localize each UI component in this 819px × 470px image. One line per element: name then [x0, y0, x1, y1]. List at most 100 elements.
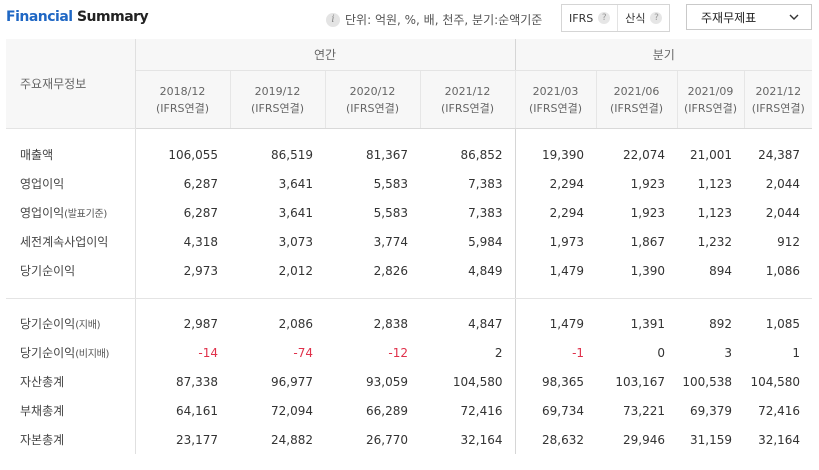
value-cell: 19,390 — [514, 140, 597, 169]
value-cell: 2,012 — [278, 263, 313, 278]
value-cell: 72,094 — [271, 403, 313, 418]
value-cell: 1,391 — [630, 316, 666, 331]
question-icon[interactable]: ? — [598, 12, 611, 24]
spacer-cell — [325, 129, 420, 141]
spacer-cell — [744, 285, 813, 299]
ifrs-button[interactable]: IFRS ? — [562, 5, 617, 31]
financial-summary-table: 주요재무정보 연간 분기 2018/12 (IFRS연결) 2019/12 (IFR… — [6, 39, 813, 454]
statement-type-value: 주재무제표 — [701, 10, 757, 25]
value-cell: 1,085 — [765, 316, 801, 331]
value-cell: 24,387 — [758, 147, 801, 162]
table-row: 세전계속사업이익 4,318 3,073 3,774 5,984 1,973 1,867 1,… — [6, 227, 812, 256]
table-row: 당기순이익(비지배) -14 -74 -12 2 -1 0 3 1 — [6, 338, 812, 367]
question-icon[interactable]: ? — [650, 12, 663, 24]
value-cell: 892 — [709, 316, 733, 331]
value-cell: 32,164 — [460, 432, 503, 447]
table-row: 부채총계 64,161 72,094 66,289 72,416 69,734 73,221… — [6, 396, 812, 425]
row-label: 당기순이익(지배) — [6, 309, 136, 338]
spacer-cell — [596, 129, 677, 141]
row-spacer — [6, 285, 813, 299]
header-period-row: 2018/12 (IFRS연결) 2019/12 (IFRS연결) 2020/12 (… — [6, 70, 813, 129]
title-part2: Summary — [76, 9, 149, 25]
row-label-main: 영업이익 — [20, 177, 65, 191]
row-spacer — [6, 128, 812, 141]
group-quarterly: 분기 — [514, 39, 813, 71]
row-spacer — [6, 298, 812, 310]
value-cell: 32,164 — [758, 432, 801, 447]
value-cell: 69,734 — [514, 396, 597, 425]
value-cell: 2,838 — [373, 316, 408, 331]
column-basis: (IFRS연결) — [155, 101, 210, 115]
spacer-cell — [6, 128, 136, 140]
value-cell: 3,073 — [278, 234, 313, 249]
value-cell: 31,159 — [690, 432, 733, 447]
section-title: Financial Summary — [6, 9, 149, 25]
column-basis: (IFRS연결) — [751, 101, 805, 115]
value-cell: 103,167 — [615, 374, 666, 389]
column-basis: (IFRS연결) — [684, 101, 738, 115]
row-label-main: 영업이익 — [20, 206, 65, 220]
row-label-sub: (발표기준) — [64, 209, 107, 220]
spacer-cell — [135, 285, 230, 299]
spacer-cell — [420, 299, 515, 310]
value-cell: 3,641 — [278, 176, 313, 191]
row-label: 부채총계 — [6, 396, 136, 425]
column-basis: (IFRS연결) — [610, 101, 664, 115]
formula-button[interactable]: 산식 ? — [617, 5, 669, 31]
column-period: 2021/09 — [687, 84, 734, 98]
value-cell: 5,583 — [373, 176, 408, 191]
row-label: 당기순이익 — [6, 256, 136, 285]
value-cell: 104,580 — [750, 374, 801, 389]
column-header: 2020/12 (IFRS연결) — [325, 70, 421, 129]
spacer-cell — [420, 285, 516, 299]
spacer-cell — [514, 298, 597, 309]
row-label: 영업이익(발표기준) — [6, 198, 136, 227]
table-row: 자본총계 23,177 24,882 26,770 32,164 28,632 29,946… — [6, 425, 812, 454]
row-label-main: 당기순이익 — [20, 264, 76, 278]
spacer-cell — [744, 129, 812, 141]
spacer-cell — [744, 299, 812, 310]
value-cell: 1,123 — [697, 176, 733, 191]
value-cell: 22,074 — [623, 147, 666, 162]
spacer-cell — [230, 285, 325, 299]
value-cell: 2,294 — [514, 198, 597, 227]
column-period: 2021/03 — [532, 84, 579, 98]
row-label-sub: (지배) — [75, 320, 101, 331]
spacer-cell — [677, 129, 744, 141]
column-period: 2018/12 — [159, 84, 206, 98]
info-icon[interactable]: i — [326, 12, 340, 27]
unit-info: i 단위: 억원, %, 배, 천주, 분기:순액기준 — [326, 11, 542, 28]
column-period: 2021/06 — [613, 84, 660, 98]
value-cell: 26,770 — [366, 432, 408, 447]
value-cell: 72,416 — [460, 403, 503, 418]
spacer-cell — [596, 299, 677, 310]
value-cell: 894 — [709, 263, 733, 278]
value-cell: 2,987 — [183, 316, 218, 331]
value-cell: 2,044 — [765, 205, 801, 220]
spacer-cell — [325, 299, 420, 310]
chevron-down-icon — [789, 14, 799, 20]
row-label-main: 자본총계 — [20, 433, 65, 447]
basis-button-group: IFRS ? 산식 ? — [561, 4, 671, 32]
value-cell: 104,580 — [452, 374, 503, 389]
value-cell: 5,984 — [468, 234, 503, 249]
spacer-cell — [6, 285, 136, 299]
value-cell: 1 — [792, 345, 801, 360]
column-period: 2020/12 — [349, 84, 396, 98]
spacer-cell — [596, 285, 678, 299]
table-row: 매출액 106,055 86,519 81,367 86,852 19,390 22,074… — [6, 140, 812, 169]
value-cell: 3,641 — [278, 205, 313, 220]
value-cell: 4,847 — [468, 316, 503, 331]
column-basis: (IFRS연결) — [529, 101, 583, 115]
value-cell: 66,289 — [366, 403, 408, 418]
statement-type-select[interactable]: 주재무제표 — [686, 4, 812, 30]
row-label-main: 부채총계 — [20, 404, 65, 418]
table-row: 자산총계 87,338 96,977 93,059 104,580 98,365 103,1… — [6, 367, 812, 396]
spacer-cell — [514, 285, 597, 299]
row-label-main: 자산총계 — [20, 375, 65, 389]
value-cell: 64,161 — [176, 403, 218, 418]
unit-note: 단위: 억원, %, 배, 천주, 분기:순액기준 — [345, 13, 543, 27]
spacer-cell — [135, 129, 230, 141]
value-cell: 24,882 — [271, 432, 313, 447]
value-cell: 96,977 — [271, 374, 313, 389]
